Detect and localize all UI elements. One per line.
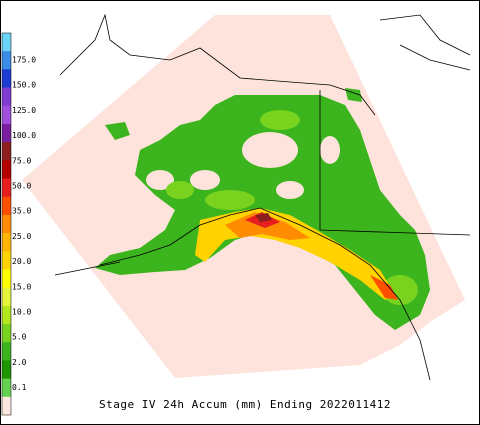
legend-label: 5.0 [12,333,27,342]
legend-swatch [2,396,11,416]
legend-label: 10.0 [12,308,31,317]
legend-label: 175.0 [12,56,36,65]
legend-swatch [2,69,11,88]
legend-swatch [2,105,11,125]
legend-swatch [2,233,11,252]
legend: 175.0 150.0 125.0 100.0 75.0 50.0 35.0 25.0 20.0… [1,32,36,416]
legend-swatch [2,51,11,70]
legend-label: 100.0 [12,131,36,140]
caption: Stage IV 24h Accum (mm) Ending 202201141… [99,398,391,411]
legend-label: 2.0 [12,358,27,367]
legend-swatch [2,251,11,270]
legend-label: 20.0 [12,257,31,266]
legend-swatch [2,287,11,307]
legend-label: 35.0 [12,207,31,216]
legend-swatch [2,378,11,398]
legend-label: 0.1 [12,383,27,392]
precip-heavy [195,208,398,300]
legend-swatch [2,123,11,143]
legend-swatch [2,214,11,234]
legend-swatch [2,324,11,343]
coastlines [54,13,471,381]
legend-label: 125.0 [12,106,36,115]
legend-swatch [2,142,11,161]
legend-swatch [2,196,11,216]
legend-swatch [2,160,11,179]
legend-label: 150.0 [12,81,36,90]
legend-label: 75.0 [12,156,31,165]
legend-swatch [2,33,11,52]
legend-label: 25.0 [12,232,31,241]
precip-dry-holes [146,132,340,199]
legend-swatch [2,87,11,107]
legend-label: 15.0 [12,282,31,291]
legend-swatch [2,305,11,325]
legend-label: 50.0 [12,182,31,191]
legend-swatch [2,178,11,198]
legend-swatch [2,342,11,361]
legend-border [1,32,12,416]
legend-swatch [2,360,11,379]
legend-swatch [2,269,11,288]
